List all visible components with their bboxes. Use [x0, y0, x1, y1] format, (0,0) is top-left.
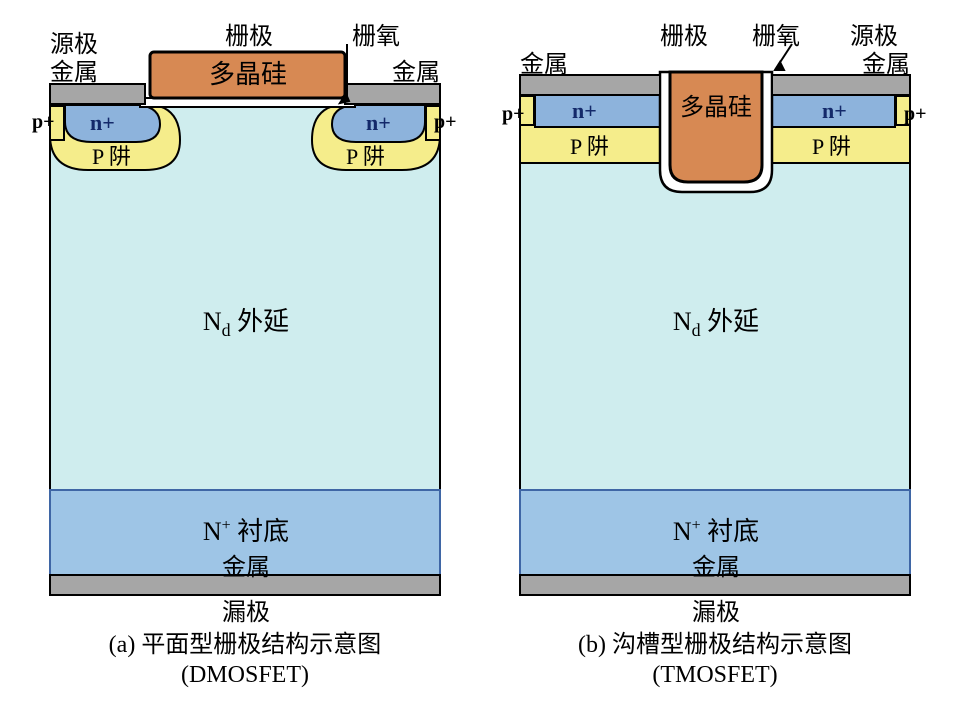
label-nplus-right: n+ — [366, 110, 391, 135]
label-gate-oxide: 栅氧 — [352, 23, 400, 50]
label-pwell-left: P 阱 — [570, 134, 609, 159]
source-metal-right — [345, 84, 440, 104]
figure-canvas: 源极 栅极 栅氧 金属 金属 多晶硅 n+ n+ p+ p+ P 阱 P 阱 N… — [0, 0, 960, 710]
label-pwell-right: P 阱 — [346, 144, 385, 169]
label-nplus-left: n+ — [90, 110, 115, 135]
dmosfet-svg: 源极 栅极 栅氧 金属 金属 多晶硅 n+ n+ p+ p+ P 阱 P 阱 N… — [30, 20, 460, 620]
label-nplus-right: n+ — [822, 98, 847, 123]
caption-b-line1: (b) 沟槽型栅极结构示意图 — [578, 632, 852, 658]
label-pwell-right: P 阱 — [812, 134, 851, 159]
label-gate: 栅极 — [660, 23, 708, 50]
label-pplus-left: p+ — [502, 103, 525, 125]
label-poly: 多晶硅 — [209, 60, 287, 89]
label-metal-right: 金属 — [862, 51, 910, 78]
caption-b: (b) 沟槽型栅极结构示意图 (TMOSFET) — [500, 630, 930, 690]
label-drain: 漏极 — [222, 599, 270, 626]
label-substrate: N+ 衬底 — [673, 517, 759, 546]
tmosfet-svg: 栅极 栅氧 源极 金属 金属 多晶硅 n+ n+ p+ p+ P 阱 P 阱 N… — [500, 20, 930, 620]
dmosfet-diagram: 源极 栅极 栅氧 金属 金属 多晶硅 n+ n+ p+ p+ P 阱 P 阱 N… — [30, 20, 460, 620]
caption-a-line1: (a) 平面型栅极结构示意图 — [109, 632, 382, 658]
caption-a: (a) 平面型栅极结构示意图 (DMOSFET) — [30, 630, 460, 690]
label-source-left: 源极 — [50, 31, 98, 58]
caption-b-line2: (TMOSFET) — [500, 660, 930, 690]
source-metal-right — [772, 75, 910, 95]
label-epi: Nd 外延 — [203, 307, 289, 340]
tmosfet-diagram: 栅极 栅氧 源极 金属 金属 多晶硅 n+ n+ p+ p+ P 阱 P 阱 N… — [500, 20, 930, 620]
source-metal-left — [520, 75, 660, 95]
label-pplus-left: p+ — [32, 111, 55, 133]
poly-gate — [670, 72, 762, 182]
source-metal-left — [50, 84, 145, 104]
label-gate: 栅极 — [225, 23, 273, 50]
label-pplus-right: p+ — [434, 111, 457, 133]
label-substrate: N+ 衬底 — [203, 517, 289, 546]
label-epi: Nd 外延 — [673, 307, 759, 340]
label-pwell-left: P 阱 — [92, 144, 131, 169]
label-poly: 多晶硅 — [680, 94, 752, 121]
label-metal-bottom: 金属 — [692, 554, 740, 581]
label-nplus-left: n+ — [572, 98, 597, 123]
label-metal-left: 金属 — [50, 59, 98, 86]
label-metal-bottom: 金属 — [222, 554, 270, 581]
label-pplus-right: p+ — [904, 103, 927, 125]
n-plus-left — [535, 95, 660, 127]
label-gate-oxide: 栅氧 — [752, 23, 800, 50]
caption-a-line2: (DMOSFET) — [30, 660, 460, 690]
label-metal-left: 金属 — [520, 51, 568, 78]
label-metal-right: 金属 — [392, 59, 440, 86]
label-drain: 漏极 — [692, 599, 740, 626]
label-source-right: 源极 — [850, 23, 898, 50]
